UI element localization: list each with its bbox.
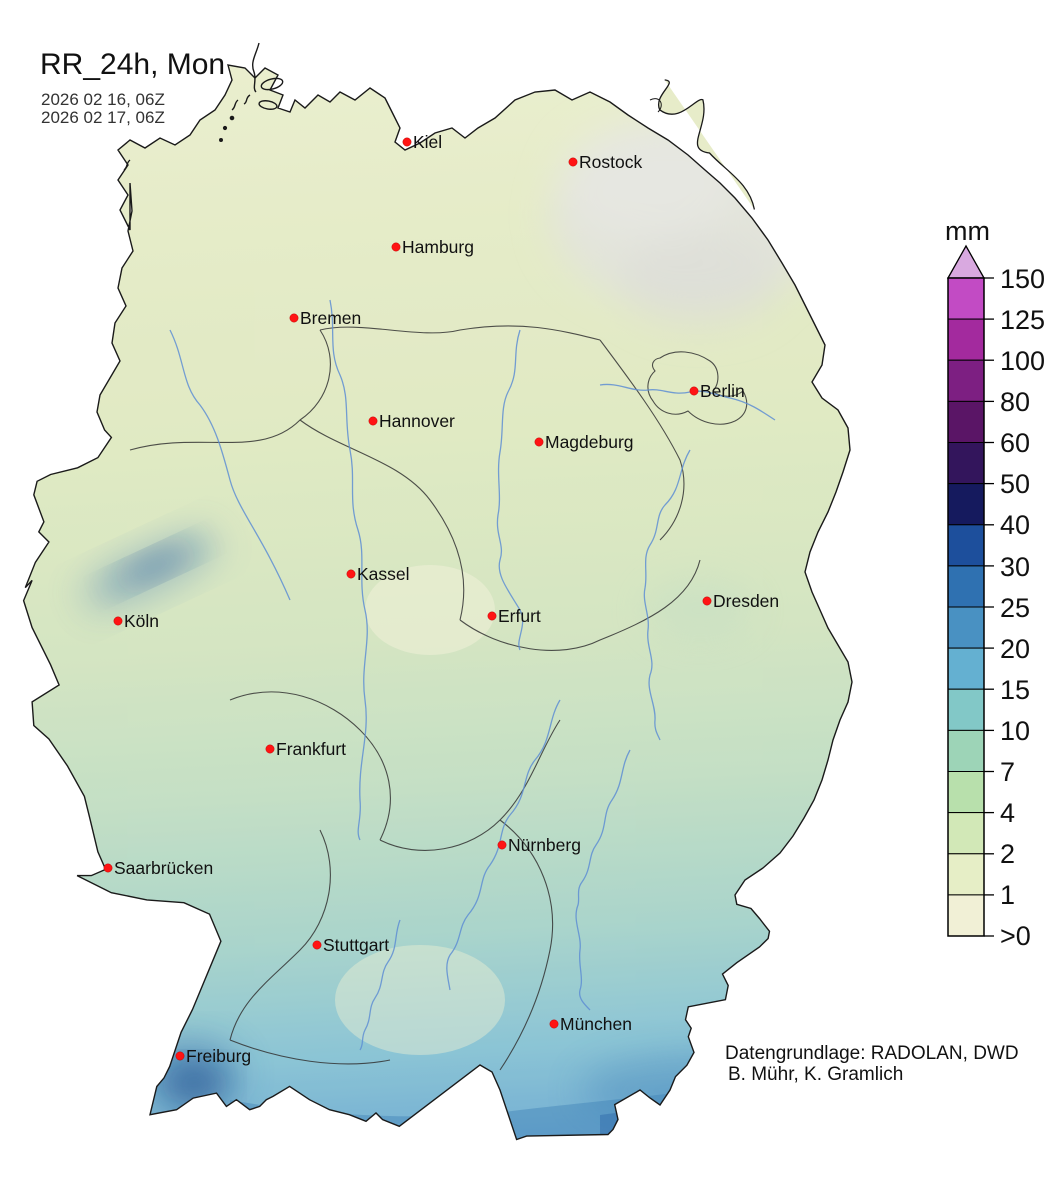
svg-text:Köln: Köln: [124, 611, 159, 631]
svg-text:Hamburg: Hamburg: [402, 237, 474, 257]
svg-text:Erfurt: Erfurt: [498, 606, 541, 626]
svg-text:Kassel: Kassel: [357, 564, 410, 584]
svg-text:80: 80: [1000, 387, 1030, 417]
svg-text:Freiburg: Freiburg: [186, 1046, 251, 1066]
svg-text:Rostock: Rostock: [579, 152, 642, 172]
svg-text:1: 1: [1000, 880, 1015, 910]
svg-text:100: 100: [1000, 346, 1045, 376]
svg-text:>0: >0: [1000, 921, 1031, 951]
svg-text:50: 50: [1000, 469, 1030, 499]
svg-text:München: München: [560, 1014, 632, 1034]
svg-text:7: 7: [1000, 757, 1015, 787]
svg-text:2: 2: [1000, 839, 1015, 869]
svg-text:60: 60: [1000, 428, 1030, 458]
svg-text:25: 25: [1000, 593, 1030, 623]
svg-text:Bremen: Bremen: [300, 308, 361, 328]
svg-text:B. Mühr, K. Gramlich: B. Mühr, K. Gramlich: [728, 1064, 903, 1085]
svg-text:15: 15: [1000, 675, 1030, 705]
svg-text:Berlin: Berlin: [700, 381, 745, 401]
svg-text:20: 20: [1000, 634, 1030, 664]
svg-text:10: 10: [1000, 716, 1030, 746]
svg-text:Datengrundlage: RADOLAN, DWD: Datengrundlage: RADOLAN, DWD: [725, 1043, 1019, 1064]
svg-text:4: 4: [1000, 798, 1015, 828]
svg-text:mm: mm: [945, 216, 990, 246]
svg-text:Nürnberg: Nürnberg: [508, 835, 581, 855]
svg-text:Kiel: Kiel: [413, 132, 442, 152]
svg-text:Hannover: Hannover: [379, 411, 455, 431]
svg-text:30: 30: [1000, 552, 1030, 582]
svg-text:Stuttgart: Stuttgart: [323, 935, 389, 955]
svg-text:Magdeburg: Magdeburg: [545, 432, 634, 452]
svg-text:150: 150: [1000, 264, 1045, 294]
svg-text:Frankfurt: Frankfurt: [276, 739, 346, 759]
svg-text:Dresden: Dresden: [713, 591, 779, 611]
svg-text:Saarbrücken: Saarbrücken: [114, 858, 213, 878]
svg-text:125: 125: [1000, 305, 1045, 335]
svg-text:40: 40: [1000, 510, 1030, 540]
